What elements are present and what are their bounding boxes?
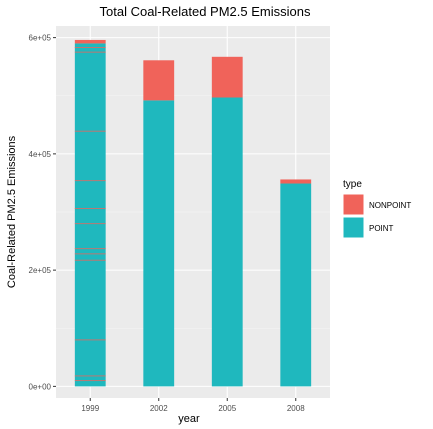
- chart-title: Total Coal-Related PM2.5 Emissions: [100, 4, 311, 19]
- y-tick-label: 2e+05: [29, 266, 52, 275]
- legend-key-nonpoint: [342, 193, 365, 216]
- x-tick-label: 1999: [81, 404, 99, 413]
- bar-segment-line-1999: [74, 259, 106, 261]
- bar-nonpoint-2005: [211, 56, 243, 98]
- bar-segment-line-1999: [74, 47, 106, 49]
- y-tick-label: 0e+00: [29, 382, 52, 391]
- bar-point-2008: [280, 183, 312, 387]
- bar-segment-line-1999: [74, 130, 106, 132]
- bar-point-1999: [74, 43, 106, 387]
- x-axis-title: year: [178, 413, 200, 425]
- bar-segment-line-1999: [74, 339, 106, 341]
- bar-point-2002: [143, 100, 175, 387]
- bar-segment-line-1999: [74, 248, 106, 250]
- legend-label-point: POINT: [369, 224, 394, 233]
- bar-nonpoint-2008: [280, 179, 312, 184]
- bar-nonpoint-1999: [74, 39, 106, 44]
- bar-segment-line-1999: [74, 51, 106, 53]
- legend-title: type: [343, 179, 362, 190]
- legend-entries: NONPOINT POINT: [342, 193, 411, 239]
- bar-segment-line-1999: [74, 380, 106, 382]
- x-tick-label: 2005: [218, 404, 236, 413]
- bar-nonpoint-2002: [143, 60, 175, 101]
- y-tick-label: 6e+05: [29, 34, 52, 43]
- x-axis: 1999 2002 2005 2008: [81, 398, 305, 413]
- bar-segment-line-1999: [74, 208, 106, 210]
- y-axis-title: Coal-Related PM2.5 Emissions: [6, 135, 18, 288]
- bar-segment-line-1999: [74, 375, 106, 377]
- bars: [74, 39, 312, 387]
- y-axis: 0e+00 2e+05 4e+05 6e+05: [29, 34, 56, 391]
- x-tick-label: 2008: [287, 404, 305, 413]
- legend: type NONPOINT POINT: [342, 179, 411, 239]
- bar-segment-line-1999: [74, 223, 106, 225]
- bar-point-2005: [211, 97, 243, 387]
- legend-key-point: [342, 216, 365, 239]
- bar-segment-line-1999: [74, 180, 106, 182]
- y-tick-label: 4e+05: [29, 150, 52, 159]
- legend-label-nonpoint: NONPOINT: [369, 201, 411, 210]
- bar-segment-line-1999: [74, 253, 106, 255]
- x-tick-label: 2002: [150, 404, 168, 413]
